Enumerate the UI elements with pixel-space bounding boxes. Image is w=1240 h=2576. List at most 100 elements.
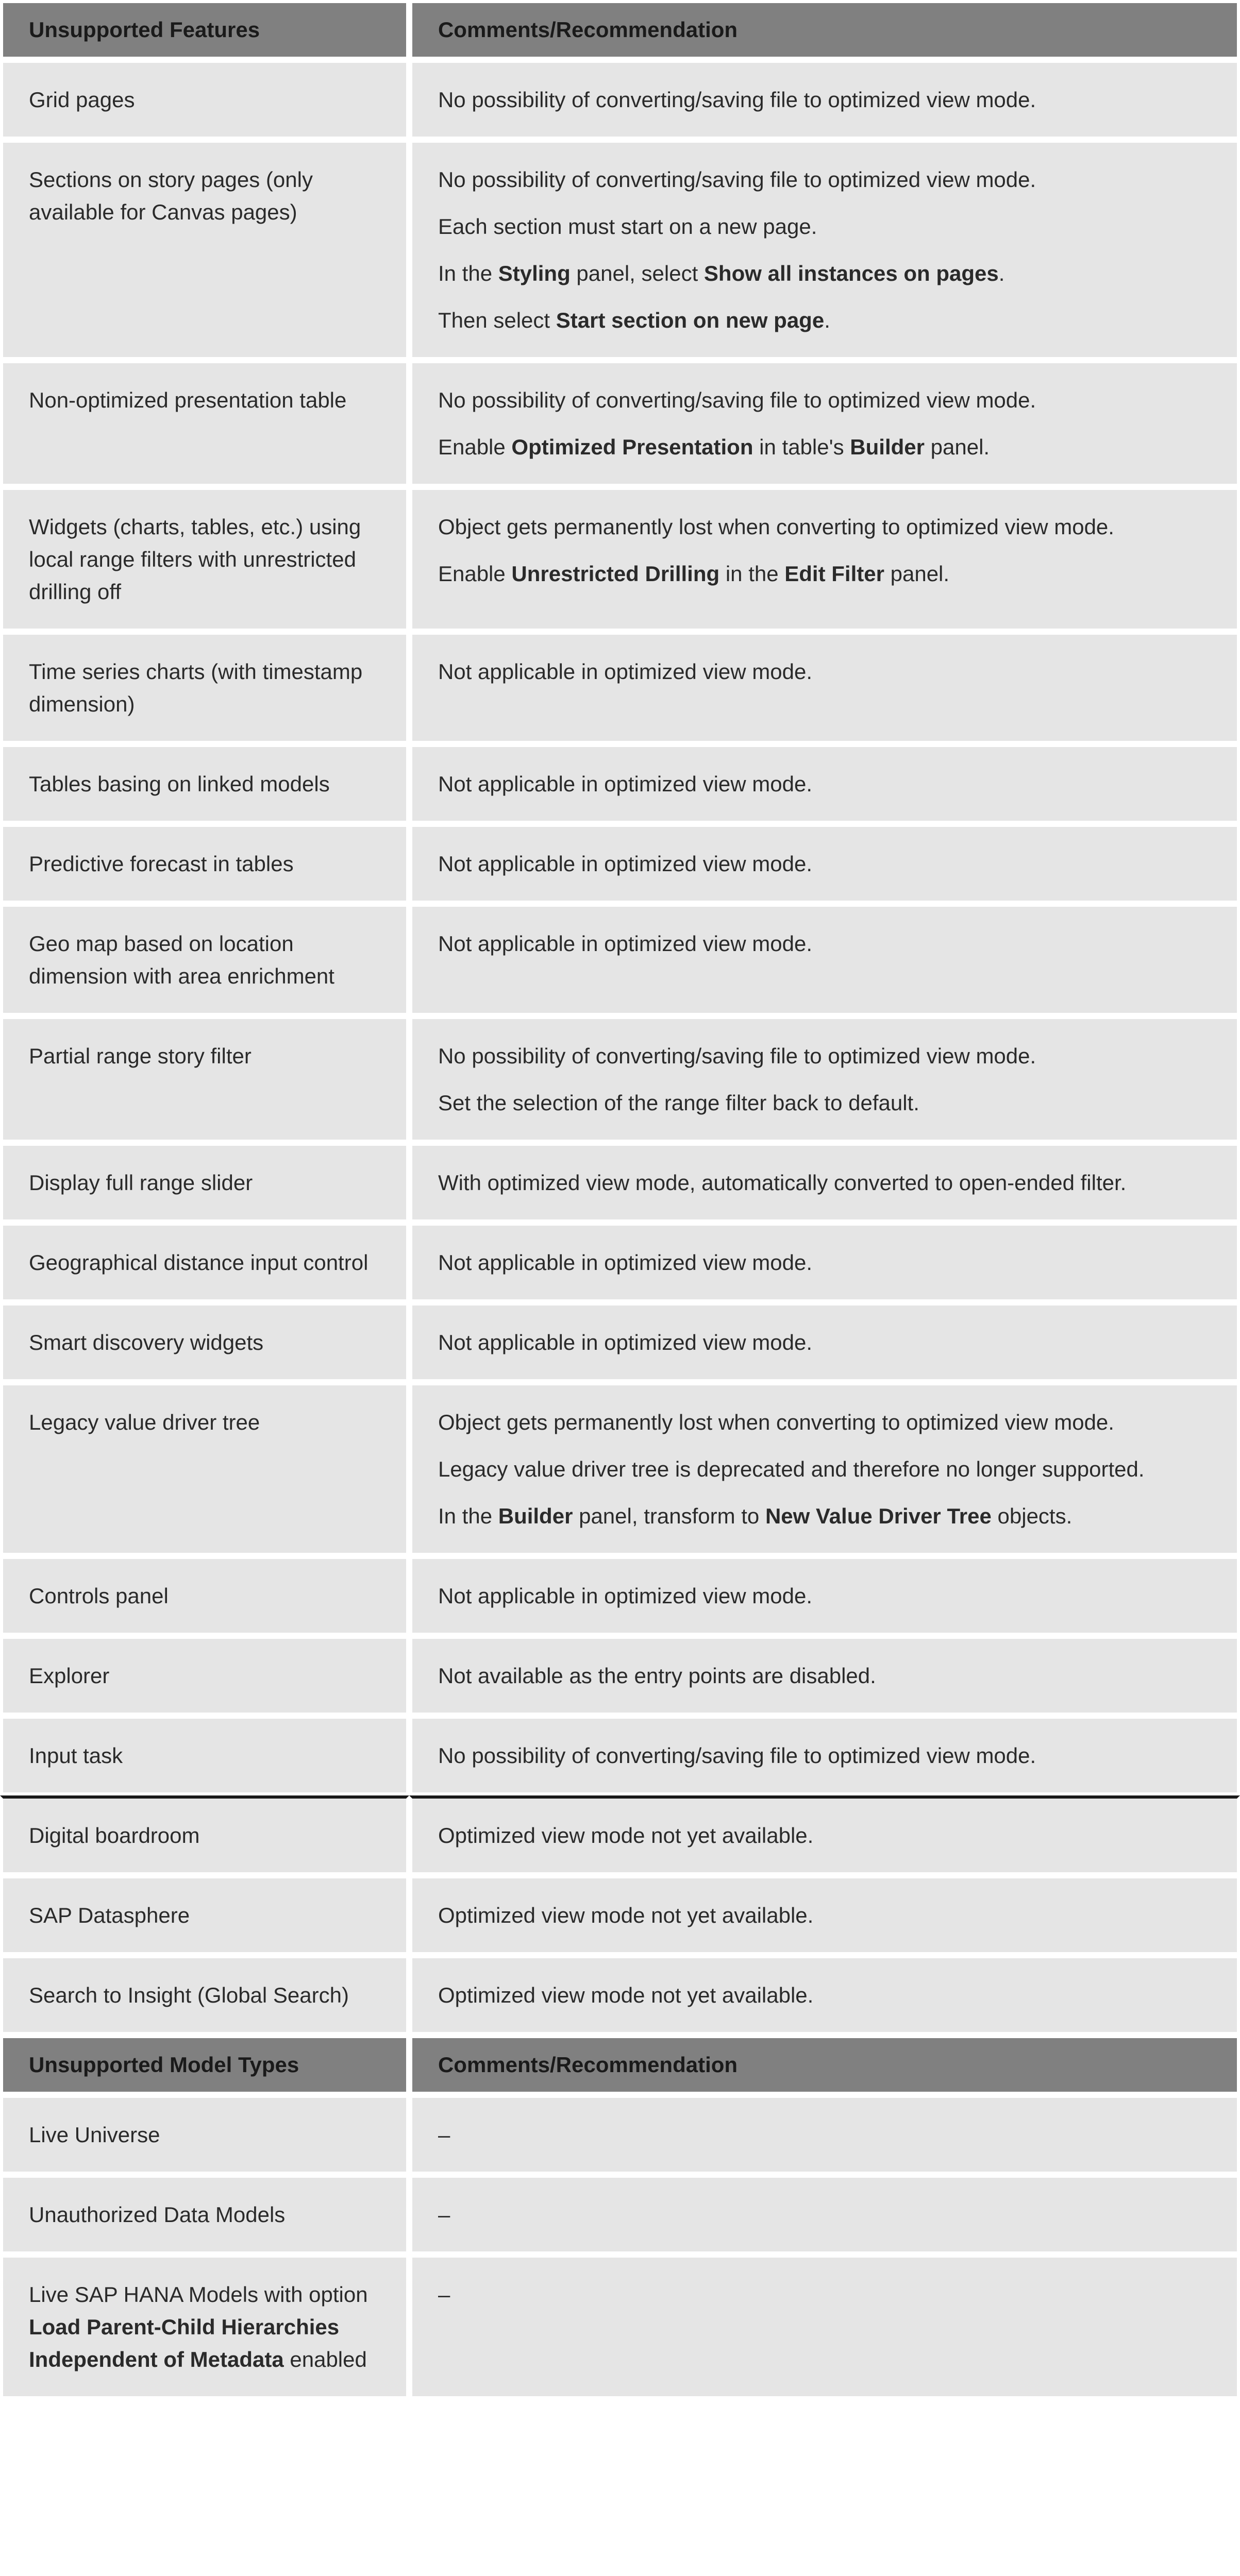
- comment-paragraph: Not applicable in optimized view mode.: [438, 1326, 1211, 1359]
- table-row: SAP Datasphere Optimized view mode not ye…: [0, 1875, 1240, 1955]
- comments-cell: –: [409, 2095, 1240, 2175]
- table-row: Geographical distance input control Not a…: [0, 1223, 1240, 1302]
- comments-cell: Not applicable in optimized view mode.: [409, 1302, 1240, 1382]
- table-row: Display full range slider With optimized …: [0, 1143, 1240, 1223]
- table-header-row: Unsupported Features Comments/Recommenda…: [0, 0, 1240, 60]
- comment-paragraph: Object gets permanently lost when conver…: [438, 1406, 1211, 1438]
- comment-paragraph: Not applicable in optimized view mode.: [438, 1246, 1211, 1279]
- feature-cell: Digital boardroom: [0, 1795, 409, 1875]
- comments-cell: Optimized view mode not yet available.: [409, 1875, 1240, 1955]
- comment-paragraph: Not applicable in optimized view mode.: [438, 927, 1211, 960]
- comment-paragraph: Optimized view mode not yet available.: [438, 1819, 1211, 1852]
- comments-cell: With optimized view mode, automatically …: [409, 1143, 1240, 1223]
- feature-cell: Legacy value driver tree: [0, 1382, 409, 1556]
- table-row: Legacy value driver tree Object gets perm…: [0, 1382, 1240, 1556]
- table-row: Unauthorized Data Models–: [0, 2175, 1240, 2255]
- comment-paragraph: Not applicable in optimized view mode.: [438, 655, 1211, 688]
- comment-paragraph: No possibility of converting/saving file…: [438, 1040, 1211, 1072]
- table-row: Geo map based on location dimension with…: [0, 904, 1240, 1016]
- comment-paragraph: In the Styling panel, select Show all in…: [438, 257, 1211, 290]
- header-unsupported-features: Unsupported Features: [0, 0, 409, 60]
- table-row: Input task No possibility of converting/s…: [0, 1716, 1240, 1795]
- feature-cell: Sections on story pages (only available …: [0, 140, 409, 360]
- feature-cell: Live Universe: [0, 2095, 409, 2175]
- comments-cell: Not applicable in optimized view mode.: [409, 824, 1240, 904]
- comments-cell: Not applicable in optimized view mode.: [409, 1556, 1240, 1636]
- comments-cell: Object gets permanently lost when conver…: [409, 487, 1240, 632]
- feature-cell: Display full range slider: [0, 1143, 409, 1223]
- comments-cell: Optimized view mode not yet available.: [409, 1955, 1240, 2035]
- comment-paragraph: –: [438, 2198, 1211, 2231]
- feature-cell: Geographical distance input control: [0, 1223, 409, 1302]
- feature-cell: Predictive forecast in tables: [0, 824, 409, 904]
- comments-cell: No possibility of converting/saving file…: [409, 140, 1240, 360]
- table-row: Non-optimized presentation tableNo possi…: [0, 360, 1240, 487]
- feature-cell: Partial range story filter: [0, 1016, 409, 1143]
- comment-paragraph: Optimized view mode not yet available.: [438, 1979, 1211, 2011]
- comments-cell: No possibility of converting/saving file…: [409, 360, 1240, 487]
- table-row: Sections on story pages (only available …: [0, 140, 1240, 360]
- table-row: Live SAP HANA Models with option Load Pa…: [0, 2255, 1240, 2399]
- features-table-container: Unsupported Features Comments/Recommenda…: [0, 0, 1240, 2399]
- comment-paragraph: Not applicable in optimized view mode.: [438, 848, 1211, 880]
- comment-paragraph: No possibility of converting/saving file…: [438, 83, 1211, 116]
- table-row: Explorer Not available as the entry point…: [0, 1636, 1240, 1716]
- comments-cell: Not available as the entry points are di…: [409, 1636, 1240, 1716]
- comment-paragraph: In the Builder panel, transform to New V…: [438, 1500, 1211, 1532]
- feature-cell: Widgets (charts, tables, etc.) using loc…: [0, 487, 409, 632]
- comment-paragraph: Legacy value driver tree is deprecated a…: [438, 1453, 1211, 1485]
- feature-cell: Input task: [0, 1716, 409, 1795]
- comment-paragraph: Not applicable in optimized view mode.: [438, 1580, 1211, 1612]
- comment-paragraph: Not available as the entry points are di…: [438, 1659, 1211, 1692]
- feature-cell: Grid pages: [0, 60, 409, 140]
- feature-cell: Tables basing on linked models: [0, 744, 409, 824]
- feature-cell: SAP Datasphere: [0, 1875, 409, 1955]
- comments-cell: –: [409, 2255, 1240, 2399]
- table-row: Predictive forecast in tables Not applica…: [0, 824, 1240, 904]
- comments-cell: Not applicable in optimized view mode.: [409, 904, 1240, 1016]
- feature-cell: Smart discovery widgets: [0, 1302, 409, 1382]
- header-unsupported-model-types: Unsupported Model Types: [0, 2035, 409, 2095]
- comments-cell: No possibility of converting/saving file…: [409, 1716, 1240, 1795]
- feature-cell: Live SAP HANA Models with option Load Pa…: [0, 2255, 409, 2399]
- table-row: Controls panel Not applicable in optimize…: [0, 1556, 1240, 1636]
- feature-cell: Geo map based on location dimension with…: [0, 904, 409, 1016]
- header-comments: Comments/Recommendation: [409, 0, 1240, 60]
- header-comments-2: Comments/Recommendation: [409, 2035, 1240, 2095]
- comment-paragraph: No possibility of converting/saving file…: [438, 1739, 1211, 1772]
- feature-cell: Time series charts (with timestamp dimen…: [0, 632, 409, 744]
- comment-paragraph: Set the selection of the range filter ba…: [438, 1087, 1211, 1119]
- comments-cell: No possibility of converting/saving file…: [409, 60, 1240, 140]
- feature-cell: Non-optimized presentation table: [0, 360, 409, 487]
- table-header-row-2: Unsupported Model Types Comments/Recomme…: [0, 2035, 1240, 2095]
- comment-paragraph: With optimized view mode, automatically …: [438, 1166, 1211, 1199]
- table-row: Live Universe–: [0, 2095, 1240, 2175]
- feature-cell: Controls panel: [0, 1556, 409, 1636]
- comment-paragraph: Optimized view mode not yet available.: [438, 1899, 1211, 1931]
- comment-paragraph: Enable Optimized Presentation in table's…: [438, 431, 1211, 463]
- comment-paragraph: No possibility of converting/saving file…: [438, 163, 1211, 196]
- feature-cell: Explorer: [0, 1636, 409, 1716]
- comments-cell: –: [409, 2175, 1240, 2255]
- comments-cell: No possibility of converting/saving file…: [409, 1016, 1240, 1143]
- comments-cell: Object gets permanently lost when conver…: [409, 1382, 1240, 1556]
- table-row: Partial range story filter No possibility…: [0, 1016, 1240, 1143]
- unsupported-features-table: Unsupported Features Comments/Recommenda…: [0, 0, 1240, 2399]
- comment-paragraph: Enable Unrestricted Drilling in the Edit…: [438, 557, 1211, 590]
- comments-cell: Not applicable in optimized view mode.: [409, 632, 1240, 744]
- comment-paragraph: Then select Start section on new page.: [438, 304, 1211, 336]
- comments-cell: Not applicable in optimized view mode.: [409, 744, 1240, 824]
- comment-paragraph: Object gets permanently lost when conver…: [438, 511, 1211, 543]
- table-row: Smart discovery widgets Not applicable in…: [0, 1302, 1240, 1382]
- table-row: Digital boardroom Optimized view mode not…: [0, 1795, 1240, 1875]
- table-row: Widgets (charts, tables, etc.) using loc…: [0, 487, 1240, 632]
- feature-cell: Search to Insight (Global Search): [0, 1955, 409, 2035]
- table-row: Search to Insight (Global Search) Optimiz…: [0, 1955, 1240, 2035]
- comment-paragraph: –: [438, 2119, 1211, 2151]
- comments-cell: Optimized view mode not yet available.: [409, 1795, 1240, 1875]
- table-row: Tables basing on linked models Not applic…: [0, 744, 1240, 824]
- comment-paragraph: Each section must start on a new page.: [438, 210, 1211, 243]
- table-row: Time series charts (with timestamp dimen…: [0, 632, 1240, 744]
- comments-cell: Not applicable in optimized view mode.: [409, 1223, 1240, 1302]
- comment-paragraph: Not applicable in optimized view mode.: [438, 768, 1211, 800]
